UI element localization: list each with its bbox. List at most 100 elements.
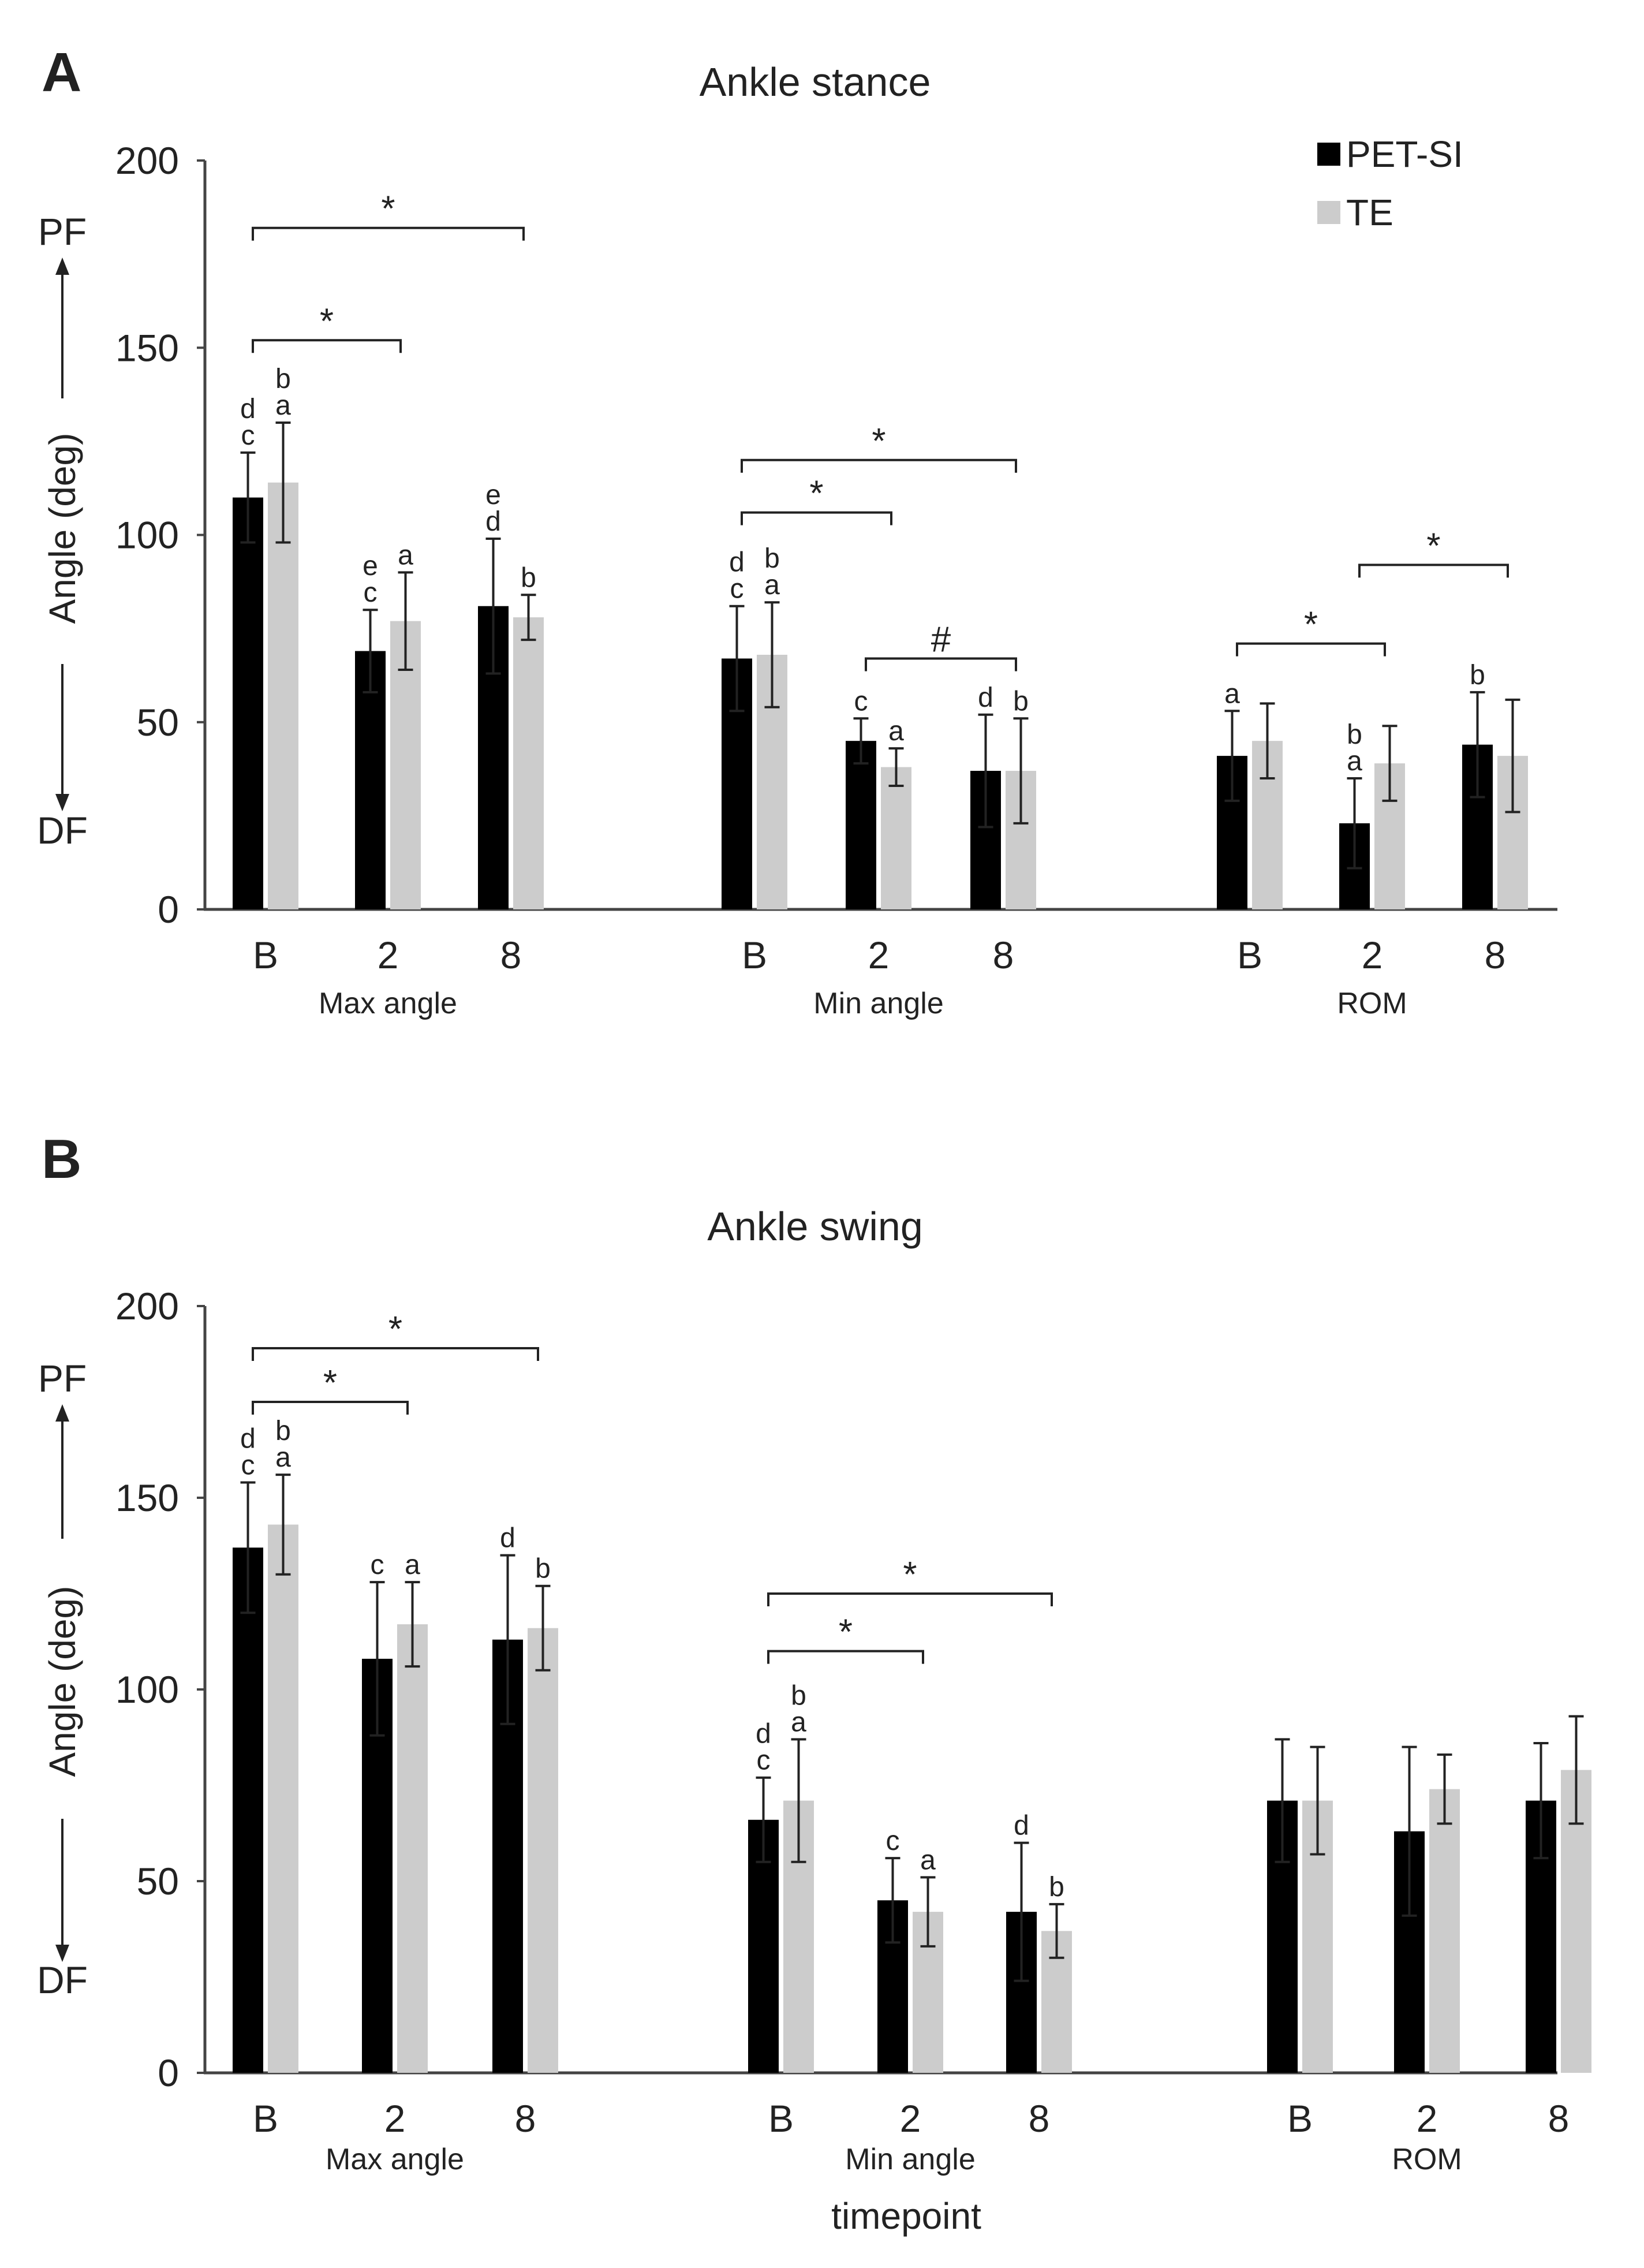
x-tick-label: B: [1287, 2097, 1313, 2140]
y-tick-label: 100: [115, 1668, 179, 1711]
chart-title: Ankle swing: [707, 1204, 923, 1249]
significance-letter: a: [791, 1707, 806, 1737]
y-tick-label: 50: [137, 701, 179, 744]
significance-bracket: [767, 1650, 924, 1664]
significance-letter: d: [500, 1523, 515, 1554]
significance-letter: d: [1014, 1811, 1029, 1841]
significance-marker: *: [381, 189, 395, 229]
significance-letter: d: [240, 394, 256, 424]
x-tick-label: 2: [1362, 934, 1383, 976]
x-tick-label: 8: [1485, 934, 1506, 976]
legend-label: TE: [1346, 192, 1393, 233]
group-label: Max angle: [326, 2143, 464, 2176]
y-axis-label: Angle (deg): [42, 1586, 83, 1777]
significance-marker: *: [809, 474, 823, 514]
significance-marker: #: [931, 620, 951, 660]
x-tick-label: B: [768, 2097, 794, 2140]
bar-pet-si: [233, 497, 263, 909]
panel-letter: A: [42, 42, 81, 103]
df-label: DF: [37, 809, 88, 852]
arrow-up-icon: [55, 1404, 69, 1422]
group-label: Min angle: [845, 2143, 975, 2176]
significance-marker: *: [839, 1613, 853, 1652]
group-label: ROM: [1392, 2143, 1462, 2176]
x-tick-label: 2: [1417, 2097, 1438, 2140]
y-tick-label: 0: [158, 888, 179, 931]
significance-bracket: [1358, 564, 1509, 578]
significance-letter: a: [764, 570, 780, 600]
bar-te: [528, 1628, 558, 2073]
significance-letter: b: [1049, 1872, 1064, 1903]
significance-letter: b: [521, 562, 536, 593]
significance-letter: a: [920, 1845, 936, 1875]
bar-te: [268, 1524, 298, 2073]
pf-label: PF: [38, 210, 87, 253]
significance-letter: d: [756, 1719, 771, 1750]
x-tick-label: 2: [378, 934, 399, 976]
significance-letter: e: [485, 480, 501, 510]
group-label: ROM: [1337, 987, 1407, 1020]
x-tick-label: 8: [1029, 2097, 1050, 2140]
y-tick-label: 0: [158, 2051, 179, 2094]
bar-te: [1429, 1789, 1460, 2073]
x-tick-label: B: [1237, 934, 1262, 976]
panel-a: A Ankle stance 0 50 100 150 200 PF DF Angle (deg)…: [37, 42, 1557, 1020]
significance-marker: *: [1304, 605, 1318, 645]
x-tick-label: 2: [384, 2097, 406, 2140]
x-tick-label: 8: [500, 934, 522, 976]
y-tick-label: 150: [115, 326, 179, 369]
arrow-down-icon: [55, 794, 69, 811]
x-tick-label: 8: [1548, 2097, 1570, 2140]
x-tick-label: 8: [993, 934, 1014, 976]
significance-letter: b: [1013, 686, 1029, 717]
significance-bracket: [865, 657, 1017, 672]
panel-b: B Ankle swing 0 50 100 150 200 PF DF Angle (deg) c…: [37, 1128, 1591, 2237]
significance-letter: c: [886, 1826, 900, 1856]
y-axis-label: Angle (deg): [42, 433, 83, 624]
df-label: DF: [37, 1959, 88, 2001]
significance-letter: c: [757, 1745, 771, 1776]
significance-bracket: [252, 1347, 539, 1361]
significance-letter: b: [275, 364, 291, 394]
y-tick-label: 200: [115, 1285, 179, 1327]
group-label: Max angle: [319, 987, 457, 1020]
y-tick-label: 150: [115, 1476, 179, 1519]
significance-bracket: [767, 1592, 1053, 1606]
legend-swatch: [1317, 143, 1340, 166]
significance-letter: b: [1347, 719, 1362, 750]
significance-letter: d: [729, 547, 745, 578]
x-tick-label: B: [253, 934, 278, 976]
significance-marker: *: [903, 1555, 917, 1595]
bar-pet-si: [846, 741, 876, 909]
x-axis-label: timepoint: [831, 2195, 981, 2237]
significance-bracket: [741, 458, 1017, 473]
legend-swatch: [1317, 201, 1340, 224]
significance-letter: b: [1470, 660, 1485, 691]
y-tick-label: 200: [115, 139, 179, 182]
panel-letter: B: [42, 1128, 81, 1190]
significance-bracket: [1236, 642, 1386, 656]
significance-marker: *: [320, 301, 334, 341]
y-tick-label: 100: [115, 514, 179, 557]
arrow-down-icon: [55, 1945, 69, 1962]
significance-marker: *: [388, 1310, 402, 1349]
significance-letter: c: [241, 420, 255, 451]
significance-bracket: [252, 1401, 409, 1415]
group-label: Min angle: [813, 987, 943, 1020]
significance-letter: a: [1347, 746, 1362, 777]
significance-letter: c: [854, 686, 868, 717]
significance-marker: *: [872, 421, 885, 461]
legend: PET-SI TE: [1317, 133, 1463, 233]
arrow-up-icon: [55, 258, 69, 275]
significance-letter: b: [791, 1680, 806, 1711]
significance-letter: d: [240, 1423, 256, 1454]
significance-letter: a: [275, 1442, 291, 1473]
y-tick-label: 50: [137, 1860, 179, 1903]
x-tick-label: 2: [868, 934, 890, 976]
significance-letter: e: [363, 551, 378, 581]
significance-bracket: [741, 511, 892, 525]
bar-pet-si: [233, 1547, 263, 2073]
significance-letter: c: [371, 1550, 384, 1580]
significance-letter: a: [888, 716, 904, 747]
